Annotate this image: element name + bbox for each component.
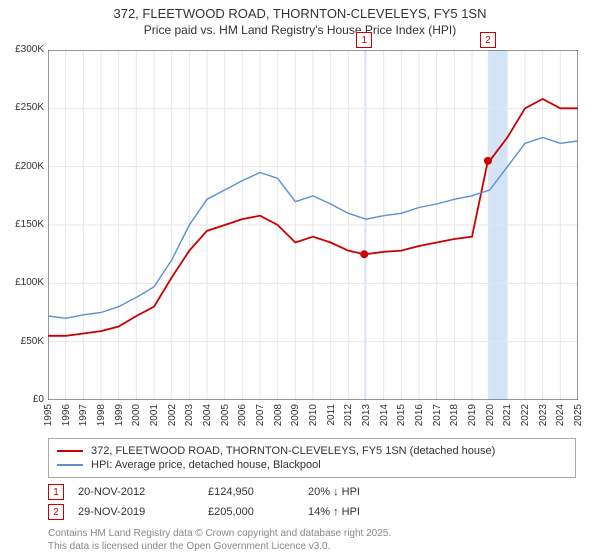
y-tick-label: £50K xyxy=(4,336,44,347)
x-tick-label: 1995 xyxy=(43,404,54,426)
x-tick-label: 1999 xyxy=(114,404,125,426)
x-tick-label: 2009 xyxy=(290,404,301,426)
x-tick-label: 2013 xyxy=(361,404,372,426)
x-tick-label: 2004 xyxy=(202,404,213,426)
sale-diff-1: 20% ↓ HPI xyxy=(308,486,408,498)
legend-label-property: 372, FLEETWOOD ROAD, THORNTON-CLEVELEYS,… xyxy=(91,445,495,457)
sale-row-1: 1 20-NOV-2012 £124,950 20% ↓ HPI xyxy=(48,484,408,500)
legend-swatch-hpi xyxy=(57,464,83,466)
y-tick-label: £250K xyxy=(4,102,44,113)
title-block: 372, FLEETWOOD ROAD, THORNTON-CLEVELEYS,… xyxy=(0,0,600,37)
x-tick-label: 2025 xyxy=(573,404,584,426)
plot-svg xyxy=(48,50,578,400)
x-tick-label: 2020 xyxy=(485,404,496,426)
y-tick-label: £150K xyxy=(4,219,44,230)
x-tick-label: 2005 xyxy=(220,404,231,426)
x-tick-label: 2006 xyxy=(237,404,248,426)
x-tick-label: 2003 xyxy=(184,404,195,426)
legend-row-property: 372, FLEETWOOD ROAD, THORNTON-CLEVELEYS,… xyxy=(57,445,567,457)
legend-row-hpi: HPI: Average price, detached house, Blac… xyxy=(57,459,567,471)
x-tick-label: 2022 xyxy=(520,404,531,426)
title-main: 372, FLEETWOOD ROAD, THORNTON-CLEVELEYS,… xyxy=(0,6,600,21)
chart-container: 372, FLEETWOOD ROAD, THORNTON-CLEVELEYS,… xyxy=(0,0,600,560)
sale-price-1: £124,950 xyxy=(208,486,308,498)
sale-marker-2: 2 xyxy=(48,504,64,520)
sale-marker-1: 1 xyxy=(48,484,64,500)
x-tick-label: 2016 xyxy=(414,404,425,426)
x-tick-label: 2015 xyxy=(396,404,407,426)
x-tick-label: 2023 xyxy=(538,404,549,426)
sale-date-2: 29-NOV-2019 xyxy=(78,506,208,518)
x-tick-label: 2001 xyxy=(149,404,160,426)
y-tick-label: £200K xyxy=(4,161,44,172)
x-tick-label: 2007 xyxy=(255,404,266,426)
title-sub: Price paid vs. HM Land Registry's House … xyxy=(0,23,600,37)
y-tick-label: £300K xyxy=(4,44,44,55)
sale-callout: 1 xyxy=(356,32,372,48)
x-tick-label: 2017 xyxy=(432,404,443,426)
x-tick-label: 2018 xyxy=(449,404,460,426)
y-tick-label: £100K xyxy=(4,277,44,288)
x-tick-label: 2000 xyxy=(131,404,142,426)
x-tick-label: 2021 xyxy=(502,404,513,426)
x-tick-label: 1997 xyxy=(78,404,89,426)
footer: Contains HM Land Registry data © Crown c… xyxy=(48,528,391,553)
sale-row-2: 2 29-NOV-2019 £205,000 14% ↑ HPI xyxy=(48,504,408,520)
x-tick-label: 2014 xyxy=(379,404,390,426)
legend-box: 372, FLEETWOOD ROAD, THORNTON-CLEVELEYS,… xyxy=(48,438,576,478)
sales-table: 1 20-NOV-2012 £124,950 20% ↓ HPI 2 29-NO… xyxy=(48,484,408,524)
footer-line-2: This data is licensed under the Open Gov… xyxy=(48,541,391,554)
x-tick-label: 1996 xyxy=(61,404,72,426)
legend-swatch-property xyxy=(57,450,83,452)
x-tick-label: 2002 xyxy=(167,404,178,426)
footer-line-1: Contains HM Land Registry data © Crown c… xyxy=(48,528,391,541)
sale-callout: 2 xyxy=(480,32,496,48)
x-tick-label: 2010 xyxy=(308,404,319,426)
x-tick-label: 2019 xyxy=(467,404,478,426)
x-tick-label: 2012 xyxy=(343,404,354,426)
y-tick-label: £0 xyxy=(4,394,44,405)
x-tick-label: 2008 xyxy=(273,404,284,426)
sale-diff-2: 14% ↑ HPI xyxy=(308,506,408,518)
sale-price-2: £205,000 xyxy=(208,506,308,518)
chart-area xyxy=(48,50,578,400)
x-tick-label: 2011 xyxy=(326,404,337,426)
sale-date-1: 20-NOV-2012 xyxy=(78,486,208,498)
legend-label-hpi: HPI: Average price, detached house, Blac… xyxy=(91,459,321,471)
x-tick-label: 1998 xyxy=(96,404,107,426)
x-tick-label: 2024 xyxy=(555,404,566,426)
